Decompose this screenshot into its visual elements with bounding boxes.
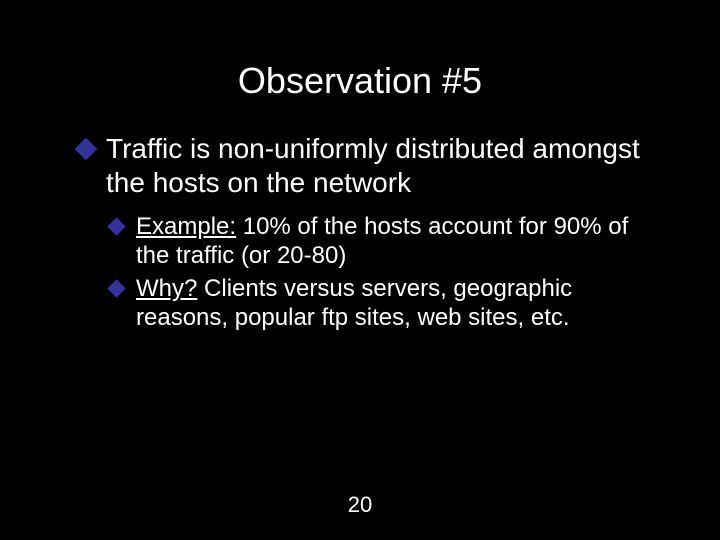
diamond-bullet-icon bbox=[107, 279, 125, 297]
bullet-item-l1: Traffic is non-uniformly distributed amo… bbox=[78, 132, 650, 199]
bullet-text: Traffic is non-uniformly distributed amo… bbox=[106, 133, 640, 198]
diamond-bullet-icon bbox=[75, 138, 98, 161]
slide-content: Traffic is non-uniformly distributed amo… bbox=[0, 132, 720, 332]
bullet-item-l2: Why? Clients versus servers, geographic … bbox=[110, 275, 650, 333]
page-number: 20 bbox=[0, 492, 720, 518]
diamond-bullet-icon bbox=[107, 217, 125, 235]
slide: Observation #5 Traffic is non-uniformly … bbox=[0, 0, 720, 540]
bullet-lead: Example: bbox=[136, 213, 236, 240]
bullet-rest: Clients versus servers, geographic reaso… bbox=[136, 275, 572, 331]
bullet-lead: Why? bbox=[136, 275, 197, 302]
slide-title: Observation #5 bbox=[0, 0, 720, 132]
bullet-item-l2: Example: 10% of the hosts account for 90… bbox=[110, 213, 650, 271]
